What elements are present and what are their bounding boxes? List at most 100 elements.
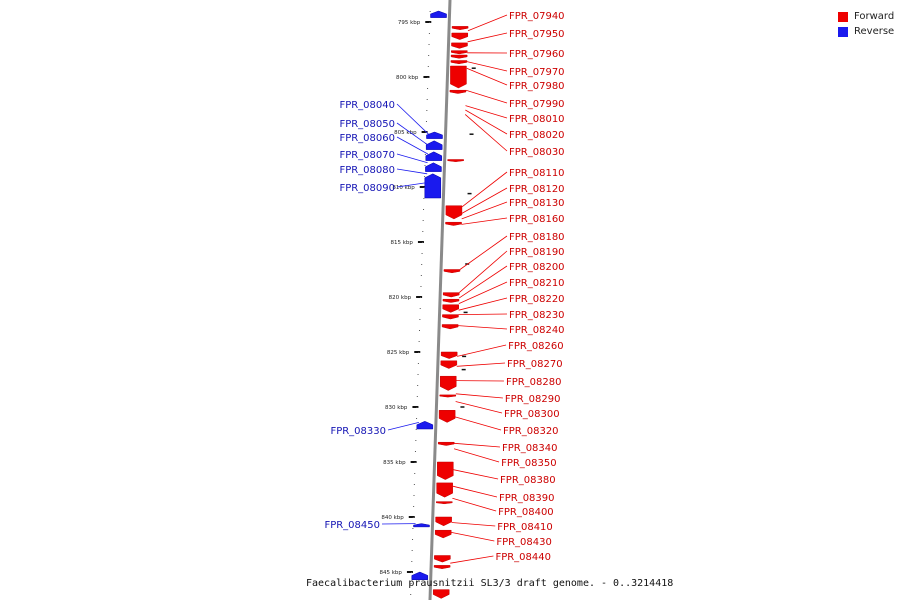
forward-gene-label[interactable]: FPR_08030 (509, 147, 565, 158)
forward-gene-block[interactable] (451, 50, 468, 55)
reverse-gene-block[interactable] (426, 131, 443, 139)
forward-leader-line (461, 201, 508, 220)
reverse-gene-block[interactable] (416, 421, 434, 430)
forward-gene-label[interactable]: FPR_08260 (508, 341, 564, 352)
scale-minor-tick (422, 220, 424, 221)
forward-gene-label[interactable]: FPR_07970 (509, 67, 565, 78)
forward-gene-label[interactable]: FPR_07980 (509, 81, 565, 92)
forward-gene-block[interactable] (443, 269, 461, 274)
forward-gene-block[interactable] (434, 529, 452, 539)
forward-gene-label[interactable]: FPR_08220 (509, 294, 565, 305)
forward-gene-label[interactable]: FPR_07990 (509, 99, 565, 110)
forward-gene-block[interactable] (438, 410, 456, 423)
forward-gene-block[interactable] (451, 32, 469, 40)
label-leaders (381, 14, 508, 564)
forward-gene-label[interactable]: FPR_08180 (509, 232, 565, 243)
reverse-leader-line (396, 168, 428, 175)
scale-minor-tick (423, 198, 425, 199)
forward-gene-block[interactable] (439, 375, 457, 391)
forward-gene-block[interactable] (440, 351, 458, 359)
forward-gene-label[interactable]: FPR_08390 (499, 493, 555, 504)
forward-gene-block[interactable] (442, 304, 459, 313)
forward-gene-label[interactable]: FPR_08350 (501, 458, 557, 469)
forward-gene-block[interactable] (441, 324, 459, 330)
forward-gene-label[interactable]: FPR_08340 (502, 443, 558, 454)
forward-leader-line (450, 555, 494, 564)
forward-gene-block[interactable] (435, 516, 452, 527)
forward-gene-label[interactable]: FPR_08130 (509, 198, 565, 209)
forward-leader-line (464, 114, 508, 152)
forward-gene-label[interactable]: FPR_08320 (503, 426, 559, 437)
reverse-gene-label[interactable]: FPR_08080 (339, 165, 395, 176)
forward-gene-block[interactable] (437, 461, 454, 480)
forward-gene-label[interactable]: FPR_07950 (509, 29, 565, 40)
forward-gene-label[interactable]: FPR_07940 (509, 11, 565, 22)
forward-gene-block[interactable] (450, 65, 467, 89)
reverse-gene-label[interactable]: FPR_08090 (339, 183, 395, 194)
forward-gene-label[interactable]: FPR_08210 (509, 278, 565, 289)
forward-gene-label[interactable]: FPR_08400 (498, 507, 554, 518)
forward-gene-label[interactable]: FPR_08160 (509, 214, 565, 225)
forward-gene-label[interactable]: FPR_08440 (495, 552, 551, 563)
reverse-gene-block[interactable] (430, 10, 447, 18)
genome-axis-line (428, 0, 452, 600)
forward-gene-block[interactable] (437, 441, 455, 446)
forward-gene-label[interactable]: FPR_08230 (509, 310, 565, 321)
forward-gene-label[interactable]: FPR_08430 (496, 537, 552, 548)
forward-gene-block[interactable] (436, 482, 453, 498)
reverse-gene-label[interactable]: FPR_08070 (339, 150, 395, 161)
forward-gene-block[interactable] (445, 205, 463, 220)
reverse-gene-label[interactable]: FPR_08050 (339, 119, 395, 130)
forward-gene-label[interactable]: FPR_08290 (505, 394, 561, 405)
forward-gene-block[interactable] (450, 60, 468, 65)
forward-gene-label[interactable]: FPR_08280 (506, 377, 562, 388)
forward-gene-block[interactable] (433, 565, 451, 569)
forward-gene-block[interactable] (442, 298, 460, 303)
scale-minor-tick (420, 275, 422, 276)
forward-gene-block[interactable] (440, 360, 458, 369)
scale-minor-tick (420, 297, 422, 298)
forward-gene-block[interactable] (432, 589, 450, 599)
forward-gene-label[interactable]: FPR_08110 (509, 168, 565, 179)
forward-gene-label[interactable]: FPR_08380 (500, 475, 556, 486)
forward-gene-block[interactable] (439, 394, 457, 398)
reverse-gene-label[interactable]: FPR_08040 (339, 100, 395, 111)
forward-gene-label[interactable]: FPR_08240 (509, 325, 565, 336)
forward-gene-label[interactable]: FPR_08300 (504, 409, 560, 420)
reverse-gene-block[interactable] (425, 151, 443, 161)
forward-gene-block[interactable] (451, 26, 469, 30)
forward-gene-label[interactable]: FPR_08200 (509, 262, 565, 273)
legend-label-reverse: Reverse (854, 26, 895, 37)
scale-minor-tick (411, 550, 413, 551)
scale-minor-tick (426, 99, 428, 100)
scale-minor-tick (427, 88, 429, 89)
reverse-gene-block[interactable] (424, 173, 442, 199)
forward-gene-block[interactable] (442, 292, 460, 298)
forward-gene-block[interactable] (450, 54, 468, 59)
reverse-gene-label[interactable]: FPR_08330 (330, 426, 386, 437)
forward-gene-block[interactable] (445, 221, 462, 226)
scale-minor-tick (428, 33, 430, 34)
reverse-gene-block[interactable] (425, 140, 443, 150)
reverse-gene-block[interactable] (425, 162, 442, 172)
forward-gene-label[interactable]: FPR_07960 (509, 49, 565, 60)
forward-gene-block[interactable] (435, 501, 453, 505)
legend-item-reverse: Reverse (838, 24, 894, 39)
forward-gene-block[interactable] (442, 314, 459, 320)
forward-gene-label[interactable]: FPR_08010 (509, 114, 565, 125)
forward-gene-label[interactable]: FPR_08270 (507, 359, 563, 370)
forward-gene-label[interactable]: FPR_08190 (509, 247, 565, 258)
forward-gene-block[interactable] (451, 42, 468, 49)
reverse-gene-block[interactable] (413, 523, 430, 528)
forward-gene-label[interactable]: FPR_08020 (509, 130, 565, 141)
forward-gene-block[interactable] (449, 89, 467, 94)
forward-gene-label[interactable]: FPR_08410 (497, 522, 553, 533)
forward-gene-block[interactable] (447, 159, 464, 162)
reverse-gene-label[interactable]: FPR_08450 (324, 520, 380, 531)
reverse-gene-block[interactable] (411, 571, 429, 580)
forward-gene-label[interactable]: FPR_08120 (509, 184, 565, 195)
scale-minor-tick (422, 231, 424, 232)
forward-gene-block[interactable] (434, 555, 451, 563)
reverse-gene-label[interactable]: FPR_08060 (339, 133, 395, 144)
